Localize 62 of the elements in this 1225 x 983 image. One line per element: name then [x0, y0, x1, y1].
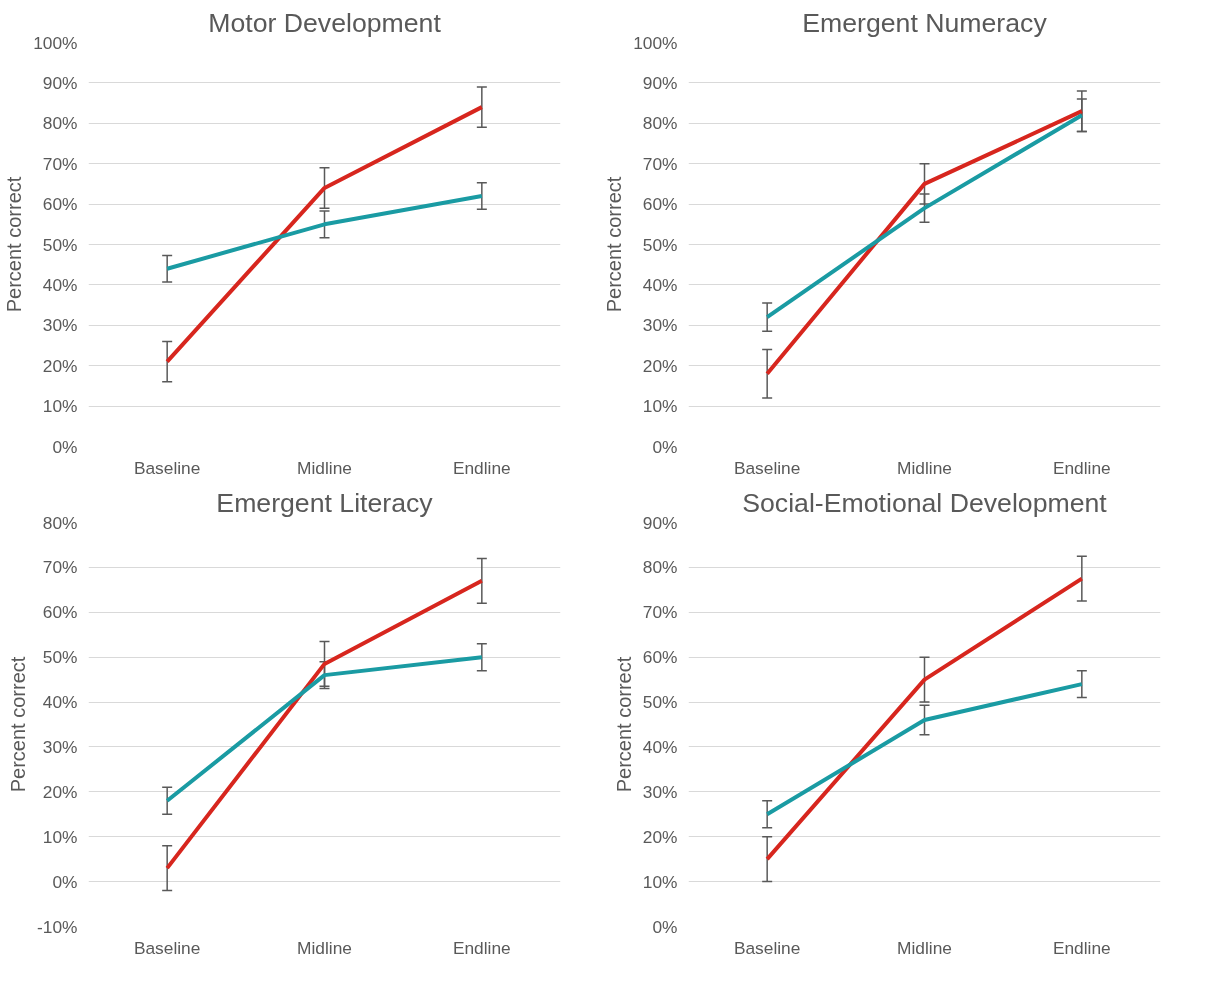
y-tick-label: 80%	[42, 113, 78, 134]
y-tick-label: 30%	[642, 315, 678, 336]
y-tick-label: 0%	[652, 436, 678, 457]
x-tick-label: Endline	[452, 457, 511, 478]
chart-title: Social-Emotional Development	[742, 487, 1108, 518]
chart-title: Motor Development	[208, 7, 442, 38]
y-tick-label: 70%	[642, 602, 678, 623]
chart-title: Emergent Literacy	[216, 487, 434, 518]
y-tick-label: 80%	[642, 113, 678, 134]
x-tick-label: Baseline	[733, 937, 801, 958]
y-tick-label: 10%	[42, 826, 78, 847]
y-tick-label: 0%	[52, 436, 78, 457]
y-tick-label: 100%	[633, 32, 678, 53]
y-tick-label: 80%	[42, 512, 78, 533]
y-tick-label: 0%	[652, 916, 678, 937]
y-tick-label: 40%	[642, 274, 678, 295]
y-tick-label: 50%	[42, 647, 78, 668]
x-tick-label: Midline	[297, 457, 352, 478]
x-tick-label: Endline	[1052, 457, 1111, 478]
x-tick-label: Midline	[297, 937, 352, 958]
y-tick-label: 60%	[42, 602, 78, 623]
y-tick-label: 10%	[642, 396, 678, 417]
x-tick-label: Midline	[897, 937, 952, 958]
y-tick-label: 60%	[642, 647, 678, 668]
x-tick-label: Endline	[1052, 937, 1111, 958]
y-axis-title: Percent correct	[7, 656, 30, 793]
y-tick-label: 40%	[42, 692, 78, 713]
y-tick-label: 10%	[642, 871, 678, 892]
y-tick-label: 20%	[42, 781, 78, 802]
y-tick-label: 10%	[42, 396, 78, 417]
y-tick-label: 90%	[42, 72, 78, 93]
y-tick-label: 40%	[42, 274, 78, 295]
y-tick-label: 90%	[642, 512, 678, 533]
y-tick-label: 60%	[42, 194, 78, 215]
y-axis-title: Percent correct	[603, 176, 626, 313]
x-tick-label: Midline	[897, 457, 952, 478]
y-axis-title: Percent correct	[3, 176, 26, 313]
y-tick-label: 40%	[642, 736, 678, 757]
x-tick-label: Endline	[452, 937, 511, 958]
x-tick-label: Baseline	[133, 457, 201, 478]
y-tick-label: 70%	[42, 153, 78, 174]
y-tick-label: 100%	[33, 32, 78, 53]
chart-title: Emergent Numeracy	[802, 7, 1048, 38]
y-tick-label: 30%	[42, 315, 78, 336]
x-tick-label: Baseline	[133, 937, 201, 958]
y-tick-label: -10%	[37, 916, 78, 937]
y-tick-label: 30%	[642, 781, 678, 802]
y-tick-label: 50%	[642, 234, 678, 255]
y-axis-title: Percent correct	[612, 656, 635, 793]
y-tick-label: 20%	[42, 355, 78, 376]
y-tick-label: 30%	[42, 736, 78, 757]
y-tick-label: 20%	[642, 355, 678, 376]
y-tick-label: 70%	[42, 557, 78, 578]
y-tick-label: 20%	[642, 826, 678, 847]
y-tick-label: 90%	[642, 72, 678, 93]
y-tick-label: 50%	[42, 234, 78, 255]
y-tick-label: 70%	[642, 153, 678, 174]
y-tick-label: 50%	[642, 692, 678, 713]
x-tick-label: Baseline	[733, 457, 801, 478]
y-tick-label: 0%	[52, 871, 78, 892]
y-tick-label: 60%	[642, 194, 678, 215]
y-tick-label: 80%	[642, 557, 678, 578]
